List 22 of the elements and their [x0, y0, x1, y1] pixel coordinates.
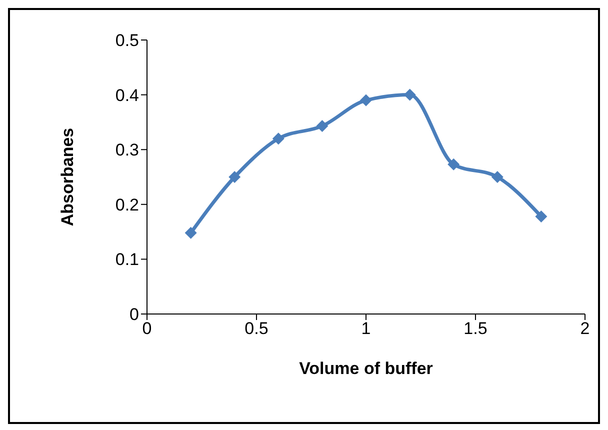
x-tick-label: 2 [580, 319, 590, 338]
point [316, 120, 328, 132]
x-tick-label: 1.5 [464, 319, 488, 338]
x-tick-label: 0.5 [244, 319, 268, 338]
point [404, 88, 416, 101]
y-tick-label: 0 [130, 305, 139, 324]
y-tick-label: 0.4 [115, 86, 139, 105]
x-tick-label: 0 [142, 319, 152, 338]
x-axis-title: Volume of buffer [299, 359, 434, 378]
y-tick-label: 0.2 [115, 195, 139, 214]
x-tick-label: 1 [361, 319, 371, 338]
point [360, 94, 372, 106]
point [448, 158, 460, 170]
y-axis-title: Absorbanes [58, 128, 78, 226]
y-tick-label: 0.1 [115, 250, 139, 270]
point [491, 171, 504, 183]
y-tick-label: 0.5 [115, 31, 139, 50]
point [184, 226, 197, 239]
point [535, 210, 548, 222]
point [272, 132, 284, 145]
point [228, 171, 241, 183]
y-tick-label: 0.3 [115, 140, 139, 160]
